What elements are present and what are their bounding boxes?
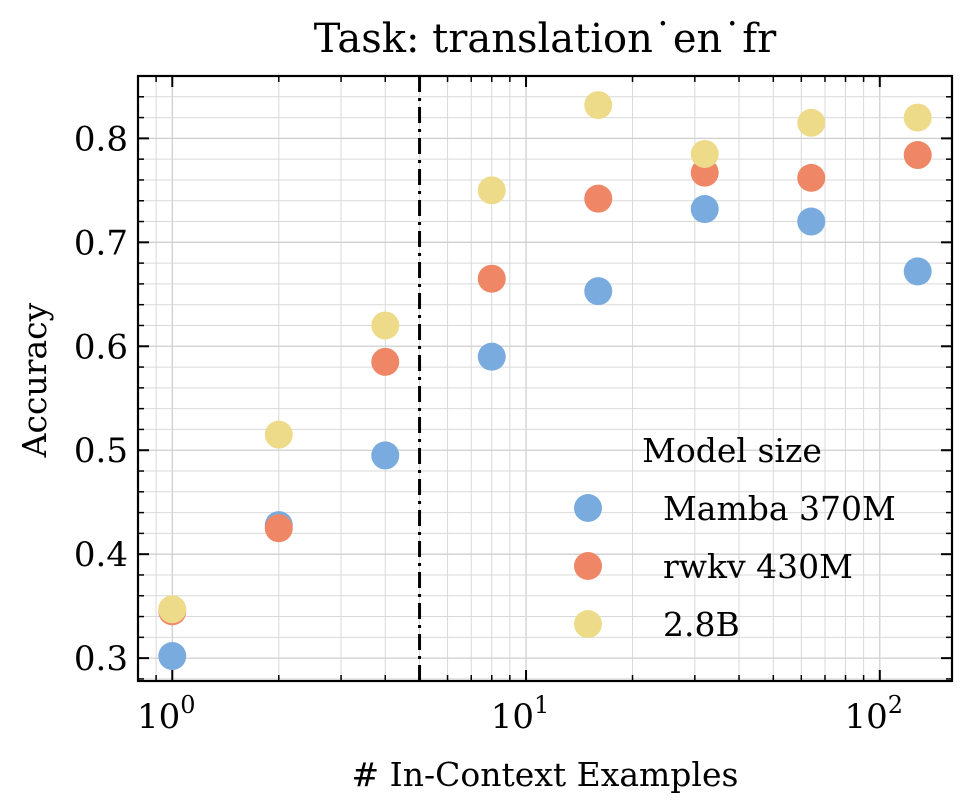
legend-label: 2.8B (663, 605, 740, 644)
data-point (903, 257, 932, 286)
chart-title: Task: translation˙en˙fr (314, 16, 777, 62)
y-tick-label: 0.6 (74, 327, 128, 367)
data-point (264, 420, 293, 449)
data-point (477, 264, 506, 293)
x-tick-label: 100 (137, 691, 196, 737)
y-tick-label: 0.7 (74, 223, 128, 263)
data-point (690, 139, 719, 168)
data-point (584, 91, 613, 120)
legend-marker (574, 610, 602, 638)
data-point (903, 141, 932, 170)
data-point (477, 176, 506, 205)
legend: Model size Mamba 370M rwkv 430M 2.8B (574, 431, 896, 644)
plot-border (136, 74, 954, 683)
data-point (264, 514, 293, 543)
data-point (797, 108, 826, 137)
data-point (797, 207, 826, 236)
legend-title: Model size (642, 431, 822, 470)
y-axis-label: Accuracy (15, 302, 54, 458)
plot-frame (136, 74, 954, 683)
data-point (371, 311, 400, 340)
x-tick-label: 101 (491, 691, 550, 737)
legend-label: rwkv 430M (663, 547, 853, 586)
legend-marker (574, 552, 602, 580)
data-point (584, 184, 613, 213)
y-tick-label: 0.3 (74, 639, 128, 679)
x-tick-label: 102 (845, 691, 904, 737)
data-point (903, 103, 932, 132)
ticks: 0.3 0.4 0.5 0.6 0.7 0.8 100 101 102 (74, 75, 952, 737)
data-point (477, 342, 506, 371)
legend-marker (574, 494, 602, 522)
data-point (158, 595, 187, 624)
data-point (584, 277, 613, 306)
data-point (371, 347, 400, 376)
series-2 (158, 91, 932, 624)
data-point (371, 441, 400, 470)
data-points (158, 91, 932, 671)
y-tick-label: 0.5 (74, 431, 128, 471)
y-tick-label: 0.4 (74, 535, 128, 575)
y-tick-label: 0.8 (74, 119, 128, 159)
x-axis-label: # In-Context Examples (352, 755, 739, 794)
data-point (797, 163, 826, 192)
legend-label: Mamba 370M (663, 489, 896, 528)
grid (137, 75, 952, 681)
data-point (690, 195, 719, 224)
data-point (158, 642, 187, 671)
series-0 (158, 195, 932, 671)
